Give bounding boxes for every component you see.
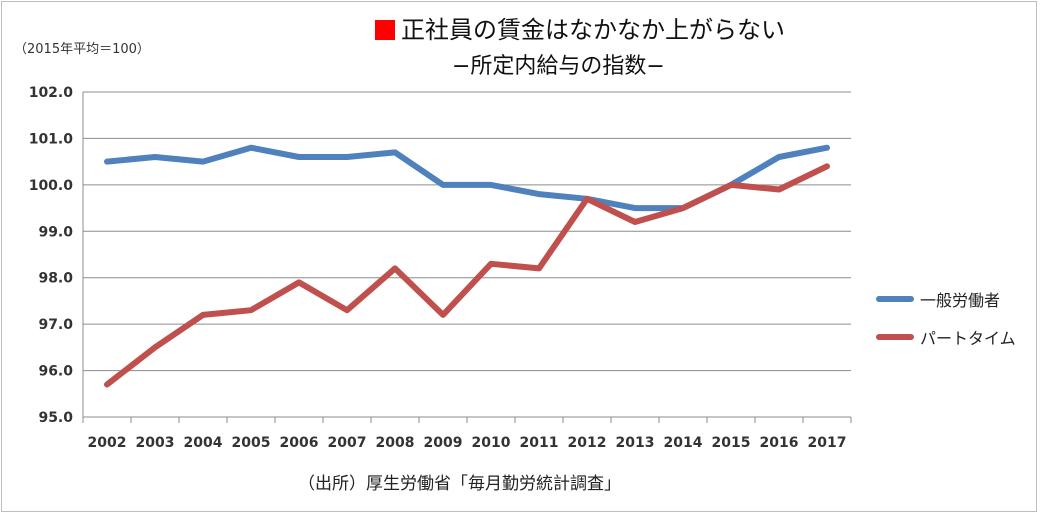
- x-tick-label-6: 2008: [376, 435, 415, 451]
- x-tick-label-2: 2004: [184, 435, 223, 451]
- series-line-1: [104, 163, 830, 388]
- x-tick-label-12: 2014: [664, 435, 703, 451]
- x-tick-label-5: 2007: [328, 435, 367, 451]
- x-tick-label-7: 2009: [424, 435, 463, 451]
- red-square-icon: [375, 20, 395, 40]
- x-tick-label-10: 2012: [568, 435, 607, 451]
- legend-swatch-parttime: [876, 334, 914, 340]
- x-tick-label-14: 2016: [760, 435, 799, 451]
- x-tick-label-9: 2011: [520, 435, 559, 451]
- series-line-0: [104, 144, 830, 212]
- legend-swatch-general: [876, 296, 914, 302]
- y-tick-label-0: 95.0: [38, 410, 73, 426]
- x-tick-label-3: 2005: [232, 435, 271, 451]
- y-tick-label-4: 99.0: [38, 224, 73, 240]
- x-tick-label-13: 2015: [712, 435, 751, 451]
- unit-label: （2015年平均＝100）: [14, 42, 150, 57]
- y-tick-label-6: 101.0: [29, 131, 74, 147]
- y-tick-label-5: 100.0: [29, 178, 74, 194]
- chart-title: 正社員の賃金はなかなか上がらない: [375, 10, 785, 45]
- x-tick-label-1: 2003: [136, 435, 175, 451]
- legend-label-parttime: パートタイム: [920, 329, 1016, 348]
- x-tick-label-0: 2002: [88, 435, 127, 451]
- x-tick-label-8: 2010: [472, 435, 511, 451]
- x-tick-label-4: 2006: [280, 435, 319, 451]
- y-tick-label-7: 102.0: [29, 85, 74, 101]
- x-tick-label-11: 2013: [616, 435, 655, 451]
- legend-item-general: 一般労働者: [876, 288, 1016, 310]
- chart-title-text: 正社員の賃金はなかなか上がらない: [401, 16, 785, 44]
- legend-label-general: 一般労働者: [920, 291, 1001, 310]
- legend-item-parttime: パートタイム: [876, 326, 1016, 348]
- source-note: （出所）厚生労働省「毎月勤労統計調査」: [298, 474, 621, 494]
- y-tick-label-1: 96.0: [38, 364, 73, 380]
- legend: 一般労働者 パートタイム: [876, 288, 1016, 364]
- y-tick-label-2: 97.0: [38, 317, 73, 333]
- chart-subtitle: −所定内給与の指数−: [452, 54, 665, 79]
- y-tick-label-3: 98.0: [38, 271, 73, 287]
- x-tick-label-15: 2017: [808, 435, 847, 451]
